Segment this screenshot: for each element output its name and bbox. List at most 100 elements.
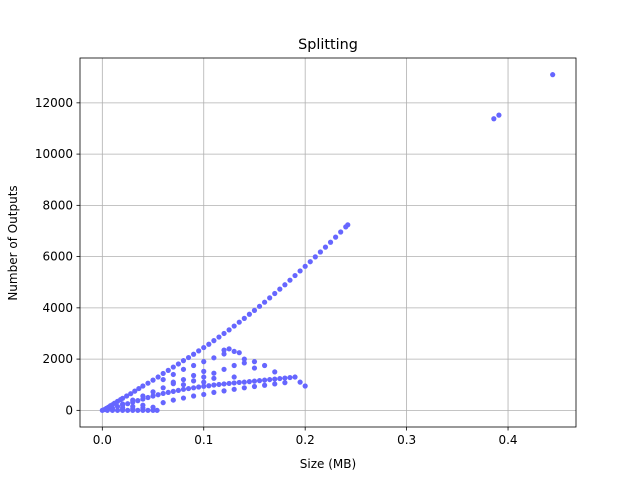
data-point	[130, 403, 136, 410]
y-tick-label: 8000	[42, 198, 73, 212]
data-point	[241, 360, 247, 366]
data-point	[282, 380, 288, 386]
y-tick-label: 12000	[35, 96, 73, 110]
x-tick-label: 0.2	[296, 433, 315, 447]
x-tick-label: 0.3	[397, 433, 416, 447]
data-point	[170, 364, 176, 370]
data-point	[292, 374, 298, 380]
data-point	[140, 407, 146, 413]
data-point	[206, 341, 212, 347]
data-point	[256, 378, 263, 384]
data-point	[155, 392, 161, 398]
y-tick-label: 6000	[42, 250, 73, 264]
data-point	[211, 370, 217, 376]
data-point	[231, 362, 237, 369]
data-point	[191, 385, 197, 391]
data-point	[211, 338, 217, 344]
data-point	[125, 401, 131, 407]
data-point	[191, 378, 197, 384]
data-point	[226, 327, 232, 333]
data-point	[125, 407, 131, 413]
data-point	[241, 385, 247, 391]
data-point	[211, 382, 217, 388]
plot-frame	[79, 57, 577, 428]
x-tick-label: 0.0	[93, 433, 112, 447]
data-point	[191, 351, 197, 357]
data-point	[221, 381, 227, 387]
data-point	[333, 234, 339, 240]
y-tick-label: 2000	[42, 352, 73, 366]
data-point	[292, 272, 298, 279]
data-point	[221, 366, 227, 372]
chart-title: Splitting	[298, 37, 358, 53]
data-point	[226, 380, 232, 387]
data-point	[206, 383, 212, 389]
data-point	[180, 366, 187, 372]
y-axis: 0 2000 4000 6000 8000 10000 12000	[35, 96, 80, 417]
data-point	[287, 374, 293, 381]
data-point	[165, 389, 171, 396]
data-point	[145, 380, 151, 386]
data-point	[150, 407, 156, 413]
data-point	[216, 334, 222, 340]
data-point	[145, 407, 151, 413]
data-point	[272, 290, 278, 297]
data-point	[550, 72, 556, 78]
data-point	[136, 385, 142, 392]
data-point	[496, 112, 502, 118]
x-tick-label: 0.4	[498, 433, 517, 447]
data-point	[135, 398, 141, 404]
data-point	[246, 311, 252, 317]
data-point	[297, 379, 303, 385]
data-point	[272, 376, 278, 382]
data-point	[180, 395, 187, 401]
data-point	[185, 354, 192, 361]
data-point	[251, 365, 258, 371]
data-point	[241, 379, 247, 385]
data-point	[236, 379, 242, 386]
data-point	[302, 263, 308, 269]
data-point	[201, 359, 207, 365]
data-point	[196, 348, 202, 354]
data-point	[236, 319, 242, 325]
data-point	[170, 388, 176, 394]
data-point	[262, 362, 268, 369]
data-point	[104, 407, 110, 413]
data-point	[120, 405, 126, 411]
data-point	[272, 369, 278, 375]
data-point	[297, 268, 303, 274]
data-point	[312, 254, 318, 260]
data-point	[191, 362, 197, 369]
data-point	[221, 347, 227, 353]
data-point	[170, 371, 176, 378]
data-point	[216, 381, 222, 388]
data-point	[150, 377, 156, 383]
data-point	[262, 299, 268, 305]
y-tick-label: 0	[65, 403, 73, 417]
data-point	[211, 389, 217, 396]
y-axis-label: Number of Outputs	[6, 185, 20, 300]
data-point	[185, 385, 192, 392]
data-point	[201, 374, 207, 380]
data-point	[160, 390, 166, 397]
data-point	[180, 386, 187, 392]
data-point	[231, 386, 237, 392]
data-point	[211, 355, 217, 361]
data-point	[130, 407, 136, 413]
grid	[80, 58, 576, 427]
data-points	[99, 72, 556, 413]
data-point	[287, 277, 293, 283]
data-point	[196, 384, 202, 390]
data-point	[282, 282, 288, 288]
data-point	[221, 351, 227, 357]
data-point	[231, 380, 237, 386]
data-point	[132, 388, 138, 394]
data-point	[272, 381, 278, 387]
data-point	[140, 383, 146, 389]
data-point	[256, 303, 263, 309]
data-point	[145, 394, 151, 401]
data-point	[302, 383, 308, 389]
data-point	[170, 397, 176, 403]
data-point	[201, 391, 207, 398]
